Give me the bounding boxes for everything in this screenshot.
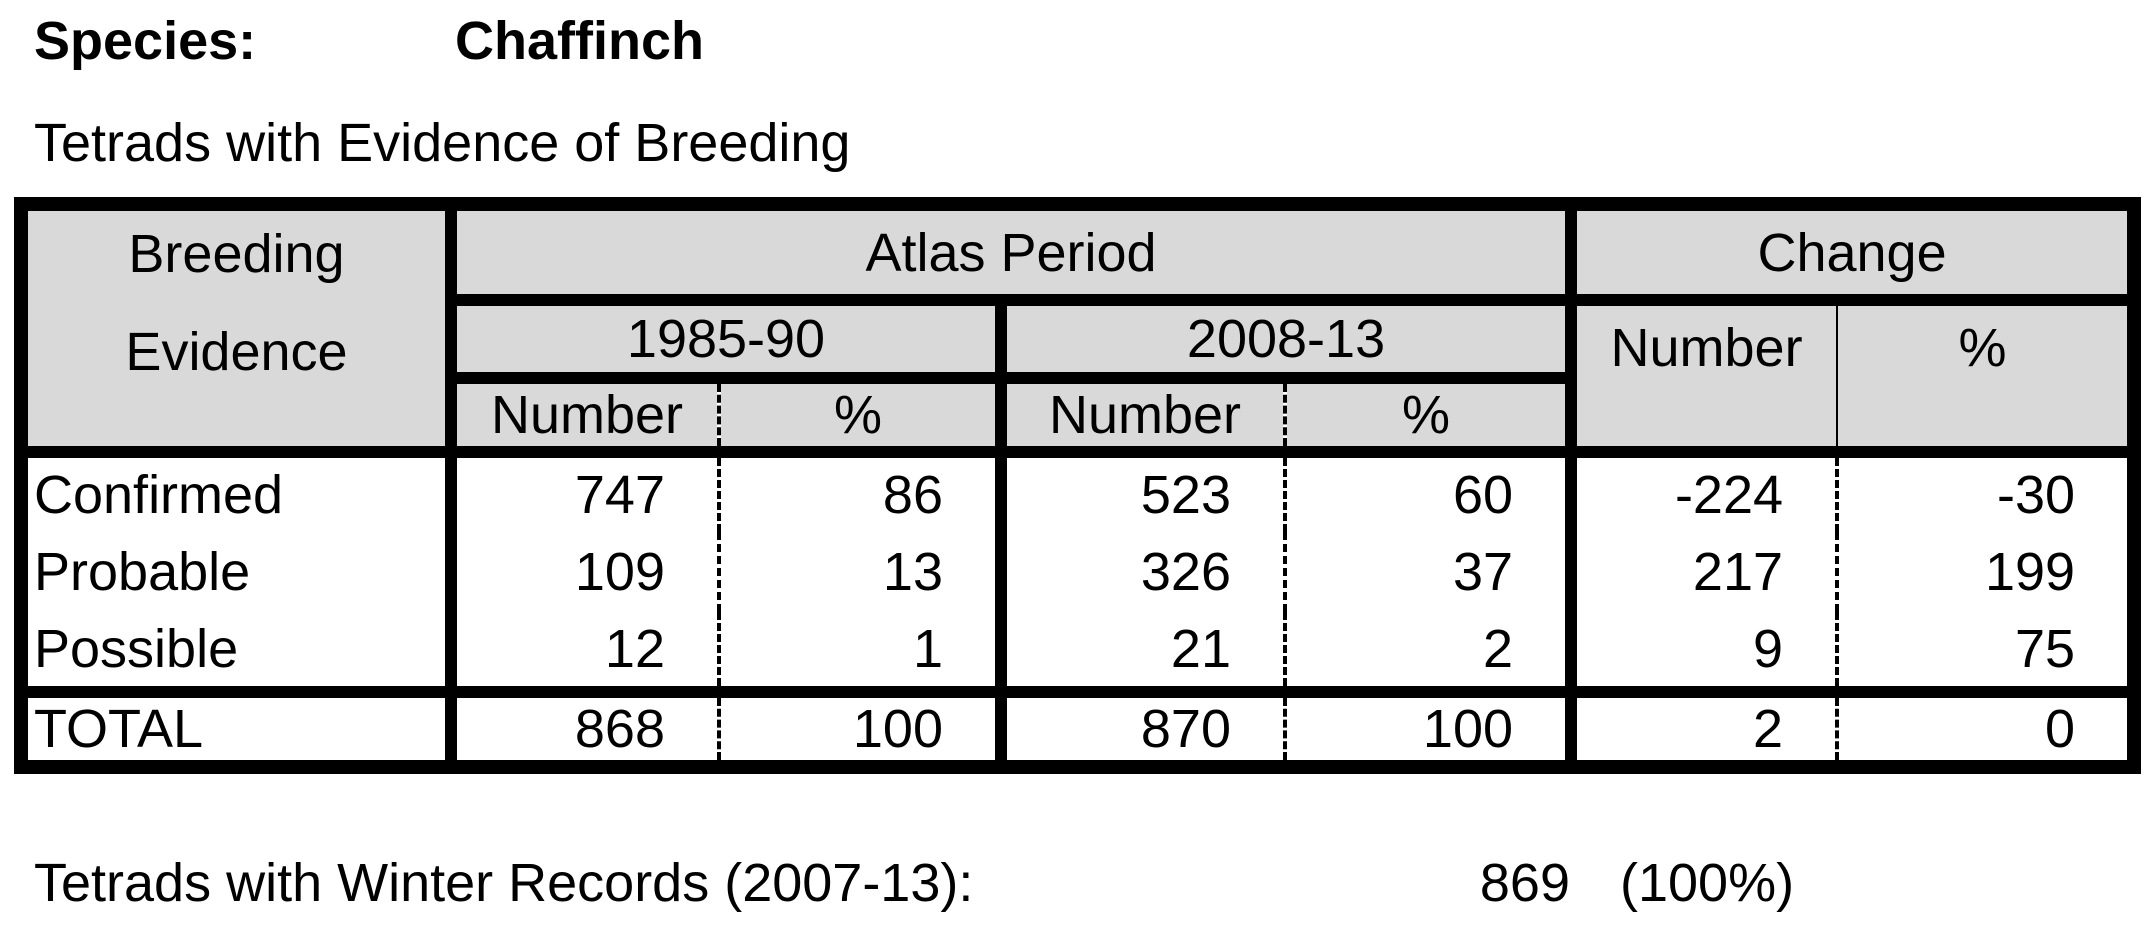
- winter-records-percent: (100%): [1620, 853, 1795, 913]
- cell-p2-number: 326: [995, 532, 1285, 612]
- cell-p2-percent: 2: [1282, 612, 1572, 692]
- col-header-atlas-period: Atlas Period: [444, 204, 1572, 306]
- cell-p2-percent: 37: [1282, 532, 1572, 612]
- winter-records-label: Tetrads with Winter Records (2007-13):: [34, 853, 974, 913]
- cell-change-percent-total: 0: [1835, 686, 2135, 767]
- cell-p1-percent: 86: [717, 446, 1001, 532]
- header-row-measures: Number % Number %: [21, 378, 2134, 452]
- header-row-groups: Breeding Evidence Atlas Period Change: [21, 204, 2135, 452]
- col-header-p2-number: Number: [995, 378, 1285, 452]
- breeding-evidence-line2: Evidence: [125, 322, 348, 382]
- cell-p1-percent: 13: [717, 532, 1001, 612]
- col-header-p2-percent: %: [1282, 378, 1572, 452]
- col-header-change: Change: [1565, 204, 2135, 306]
- breeding-evidence-table: Breeding Evidence Atlas Period Change 19…: [14, 197, 2142, 774]
- row-label: Probable: [34, 542, 251, 602]
- row-label: Possible: [34, 619, 239, 679]
- table-row-probable: Probable 109 13 326 37 217 199: [21, 532, 2135, 612]
- cell-p1-number: 747: [445, 446, 719, 532]
- col-header-period-2008-13: 2008-13: [994, 300, 1572, 384]
- cell-change-percent: 75: [1835, 612, 2135, 692]
- cell-p2-percent-total: 100: [1282, 686, 1572, 767]
- cell-change-number: 217: [1565, 532, 1838, 612]
- col-header-change-percent: %: [1836, 300, 2135, 452]
- cell-p2-percent: 60: [1282, 446, 1572, 532]
- species-label: Species:: [34, 11, 257, 71]
- species-value: Chaffinch: [455, 11, 704, 71]
- cell-p1-number: 12: [445, 612, 719, 692]
- cell-p1-percent-total: 100: [717, 686, 1001, 767]
- cell-change-percent: -30: [1835, 446, 2135, 532]
- cell-p2-number: 523: [995, 446, 1285, 532]
- col-header-p1-number: Number: [445, 378, 719, 452]
- change-number-label: Number: [1610, 318, 1803, 378]
- winter-records-value: 869: [1479, 853, 1570, 913]
- change-percent-label: %: [1958, 318, 2007, 378]
- col-header-breeding-evidence: Breeding Evidence: [21, 204, 457, 452]
- cell-change-number: 9: [1565, 612, 1838, 692]
- col-header-p1-percent: %: [717, 378, 1001, 452]
- cell-change-percent: 199: [1835, 532, 2135, 612]
- total-label: TOTAL: [21, 686, 451, 767]
- table-row-possible: Possible 12 1 21 2 9 75: [21, 612, 2135, 692]
- row-label: Confirmed: [21, 446, 451, 532]
- header-row-periods: 1985-90 2008-13 Number %: [21, 300, 2135, 452]
- cell-p1-number-total: 868: [445, 686, 719, 767]
- cell-p2-number: 21: [995, 612, 1285, 692]
- cell-change-number: -224: [1565, 446, 1838, 532]
- species-title-line: Species: Chaffinch: [34, 10, 704, 72]
- cell-p2-number-total: 870: [995, 686, 1285, 767]
- table-title: Tetrads with Evidence of Breeding: [34, 113, 851, 173]
- col-header-change-number: Number: [1565, 300, 1838, 452]
- table-row-total: TOTAL 868 100 870 100 2 0: [21, 686, 2135, 767]
- col-header-period-1985-90: 1985-90: [445, 300, 1001, 384]
- winter-records-line: Tetrads with Winter Records (2007-13): 8…: [34, 852, 1794, 914]
- cell-p1-number: 109: [445, 532, 719, 612]
- cell-change-number-total: 2: [1565, 686, 1838, 767]
- cell-p1-percent: 1: [717, 612, 1001, 692]
- table-row-confirmed: Confirmed 747 86 523 60 -224 -30: [21, 446, 2135, 532]
- breeding-evidence-line1: Breeding: [128, 224, 345, 284]
